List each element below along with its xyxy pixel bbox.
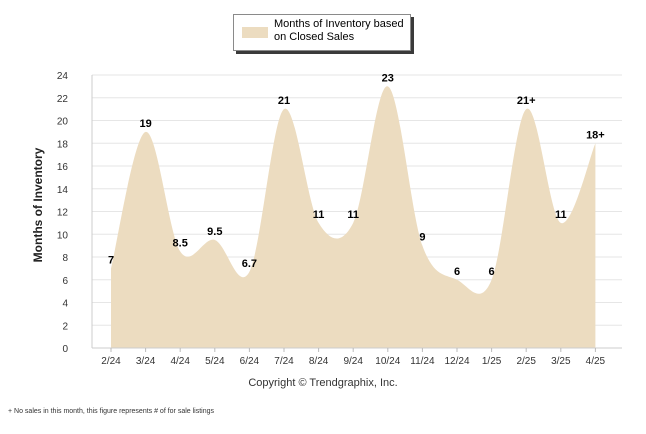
legend-swatch <box>242 27 268 38</box>
x-tick-label: 3/25 <box>551 356 571 367</box>
x-tick-label: 12/24 <box>444 356 469 367</box>
y-tick-label: 4 <box>62 299 68 310</box>
y-axis-label: Months of Inventory <box>31 147 45 262</box>
x-tick-label: 6/24 <box>240 356 260 367</box>
y-tick-label: 24 <box>57 71 69 82</box>
x-tick-label: 2/24 <box>101 356 121 367</box>
x-tick-label: 11/24 <box>410 356 435 367</box>
data-label: 11 <box>313 209 325 221</box>
x-tick-label: 4/25 <box>586 356 606 367</box>
data-labels: 7 19 8.5 9.5 6.7 21 11 11 23 9 6 6 21+ 11 18+ <box>108 72 605 277</box>
x-tick-label: 5/24 <box>205 356 225 367</box>
x-tick-label: 9/24 <box>343 356 363 367</box>
x-tick-label: 8/24 <box>309 356 329 367</box>
data-label: 21 <box>278 95 290 107</box>
data-label: 18+ <box>586 129 605 141</box>
y-tick-label: 6 <box>62 276 68 287</box>
data-label: 21+ <box>517 95 536 107</box>
y-tick-label: 18 <box>57 139 69 150</box>
data-label: 9 <box>419 232 425 244</box>
y-tick-label: 2 <box>62 321 68 332</box>
y-tick-label: 12 <box>57 208 69 219</box>
y-tick-label: 0 <box>62 344 68 355</box>
x-tick-label: 4/24 <box>170 356 190 367</box>
x-tick-labels: 2/24 3/24 4/24 5/24 6/24 7/24 8/24 9/24 10/24 11/… <box>101 348 606 367</box>
data-label: 23 <box>382 72 394 84</box>
data-label: 19 <box>139 118 151 130</box>
data-label: 6 <box>489 266 495 278</box>
data-label: 11 <box>555 209 567 221</box>
y-tick-label: 16 <box>57 162 69 173</box>
legend-label: Months of Inventory based on Closed Sale… <box>274 18 404 43</box>
x-tick-label: 3/24 <box>136 356 156 367</box>
y-tick-label: 22 <box>57 94 69 105</box>
y-tick-label: 10 <box>57 230 69 241</box>
footnote-text: + No sales in this month, this figure re… <box>8 408 215 415</box>
data-label: 8.5 <box>173 237 188 249</box>
data-label: 9.5 <box>207 226 222 238</box>
copyright-text: Copyright © Trendgraphix, Inc. <box>248 377 398 389</box>
y-tick-label: 14 <box>57 185 69 196</box>
x-tick-label: 2/25 <box>516 356 536 367</box>
x-tick-label: 1/25 <box>482 356 502 367</box>
data-label: 6.7 <box>242 258 257 270</box>
x-tick-label: 10/24 <box>375 356 400 367</box>
legend: Months of Inventory based on Closed Sale… <box>233 14 411 51</box>
y-tick-label: 8 <box>62 253 68 264</box>
data-label: 7 <box>108 254 114 266</box>
data-label: 11 <box>347 209 359 221</box>
x-tick-label: 7/24 <box>274 356 294 367</box>
data-label: 6 <box>454 266 460 278</box>
series-area <box>111 86 596 348</box>
y-tick-label: 20 <box>57 117 69 128</box>
